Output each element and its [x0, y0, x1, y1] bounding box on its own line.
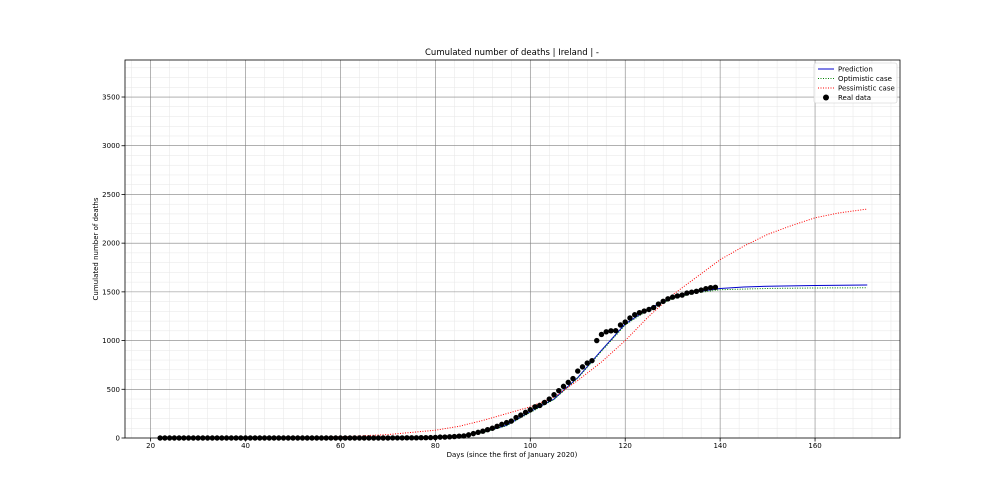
real-data-point [617, 322, 624, 328]
real-data-point [565, 379, 571, 386]
real-data-point [684, 290, 690, 296]
real-data-point [489, 425, 496, 431]
x-tick-label: 120 [619, 442, 632, 450]
real-data-point [570, 375, 576, 382]
legend-marker-real-data [823, 94, 829, 101]
x-tick-label: 100 [524, 442, 537, 450]
legend-label-pessimistic: Pessimistic case [838, 85, 895, 93]
real-data-point [465, 432, 472, 438]
real-data-point [655, 301, 662, 307]
real-data-point [665, 296, 671, 302]
real-data-point [603, 329, 609, 335]
y-tick-label: 2000 [102, 240, 120, 248]
real-data-point [613, 327, 619, 334]
legend-label-real-data: Real data [838, 94, 871, 102]
y-tick-label: 3500 [102, 94, 120, 102]
real-data-point [527, 407, 533, 413]
real-data-point [508, 418, 515, 424]
y-tick-label: 3000 [102, 142, 120, 150]
x-tick-label: 160 [808, 442, 821, 450]
real-data-point [608, 328, 614, 334]
pessimistic-line [160, 208, 868, 439]
real-data-point [537, 402, 543, 409]
real-data-point [674, 293, 681, 299]
real-data-point [518, 412, 524, 418]
real-data-point [532, 404, 538, 410]
y-tick-label: 0 [116, 435, 120, 443]
real-data-point [594, 337, 600, 344]
real-data-point [660, 298, 666, 305]
real-data-point [589, 357, 595, 364]
real-data-point [551, 392, 557, 398]
real-data-point [636, 310, 643, 316]
legend: Prediction Optimistic case Pessimistic c… [813, 62, 898, 104]
real-data-point [480, 428, 486, 434]
real-data-point [712, 284, 719, 290]
real-data-point [541, 399, 548, 406]
real-data-point [707, 284, 714, 291]
real-data-point [484, 427, 491, 433]
grid [125, 60, 900, 438]
x-tick-label: 60 [336, 442, 345, 450]
real-data-point [503, 419, 510, 426]
y-tick-label: 500 [107, 386, 120, 394]
real-data-point [622, 319, 628, 325]
real-data-point [432, 434, 439, 441]
legend-label-optimistic: Optimistic case [838, 75, 892, 83]
x-tick-label: 140 [713, 442, 726, 450]
real-data-point [688, 289, 695, 295]
real-data-point [646, 306, 652, 313]
x-tick-label: 20 [146, 442, 155, 450]
real-data-point [627, 315, 633, 321]
real-data-point [513, 414, 519, 421]
real-data-point [560, 383, 567, 390]
real-data-point [446, 434, 453, 440]
y-axis-title: Cumulated number of deaths [92, 197, 100, 300]
real-data-point [556, 387, 562, 394]
real-data-point [641, 308, 647, 314]
real-data-point [598, 331, 605, 338]
real-data-point [494, 423, 500, 430]
y-tick-label: 1000 [102, 337, 120, 345]
plot-frame [124, 59, 901, 439]
real-data-point [575, 368, 581, 374]
real-data-point [632, 312, 638, 318]
real-data-point [470, 430, 477, 437]
ticks: 20 40 60 80 100 120 140 160 0 500 1000 1500 2000 2500… [102, 94, 822, 450]
x-tick-label: 80 [431, 442, 440, 450]
real-data-point [693, 288, 700, 294]
real-data-point [650, 304, 657, 311]
real-data-point [456, 433, 462, 439]
real-data-point [669, 294, 676, 300]
real-data-point [679, 292, 685, 298]
real-data-point [703, 285, 709, 292]
real-data-point [451, 433, 458, 440]
x-tick-label: 40 [241, 442, 250, 450]
real-data-point [442, 434, 448, 440]
real-data-point [546, 396, 552, 402]
legend-box [813, 62, 898, 104]
real-data-point [499, 421, 505, 428]
real-data-point [437, 434, 443, 440]
real-data-point [698, 287, 704, 293]
real-data-point [584, 360, 590, 366]
x-axis-title: Days (since the first of January 2020) [447, 451, 578, 459]
y-tick-label: 2500 [102, 191, 120, 199]
legend-label-prediction: Prediction [838, 66, 873, 74]
y-tick-label: 1500 [102, 288, 120, 296]
real-data-point [475, 429, 481, 436]
real-data-point [522, 409, 529, 416]
real-data-point [579, 364, 586, 370]
real-data-point [461, 433, 467, 439]
chart-title: Cumulated number of deaths | Ireland | - [425, 48, 599, 58]
